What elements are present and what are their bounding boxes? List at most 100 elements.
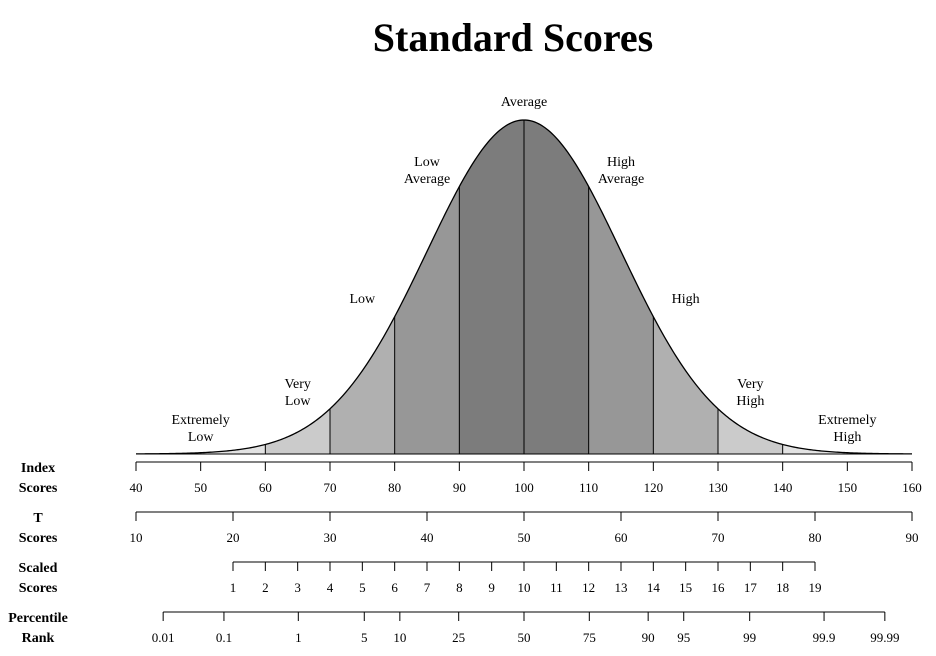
scale-tick-label: 50 [518, 530, 531, 545]
category-label-line: Low [285, 394, 312, 409]
scale-name-line: Index [21, 461, 55, 476]
scale-name: T Scores [19, 511, 58, 546]
scale-tick-label: 10 [130, 530, 143, 545]
scale-t-scores: T Scores 10 20 30 40 50 60 70 80 90 [19, 511, 919, 546]
curve-regions [136, 120, 912, 455]
scale-tick-label: 18 [776, 580, 789, 595]
scale-tick-label: 0.01 [152, 630, 175, 645]
scale-scaled-scores: Scaled Scores 1 2 3 4 5 6 7 8 9 10 11 12 13 14 15 16 17 18 1… [19, 561, 822, 596]
scale-tick-label: 95 [677, 630, 690, 645]
category-label-line: High [607, 155, 635, 170]
scale-tick-label: 9 [488, 580, 495, 595]
scale-name-line: Scores [19, 581, 58, 596]
category-label-line: Very [284, 377, 310, 392]
scale-name-line: Percentile [8, 611, 68, 626]
scale-tick-label: 10 [393, 630, 406, 645]
category-label-low-average: Low Average [404, 155, 450, 187]
scale-tick-label: 60 [615, 530, 628, 545]
curve-outline [135, 119, 913, 455]
scale-tick-label: 10 [518, 580, 531, 595]
scale-name-line: Scores [19, 481, 58, 496]
scale-tick-label: 1 [230, 580, 237, 595]
category-label-line: Low [414, 155, 441, 170]
region-very-high-130 [718, 408, 783, 454]
region-extremely-high-140 [782, 444, 912, 454]
category-label-high: High [672, 292, 700, 307]
category-labels: Extremely Low Very Low Low Low Average Average H… [172, 95, 877, 445]
scale-tick-label: 150 [838, 480, 858, 495]
scale-tick-label: 12 [582, 580, 595, 595]
region-high-average-110 [588, 186, 654, 455]
scale-name-line: T [33, 511, 43, 526]
scale-tick-label: 40 [130, 480, 143, 495]
category-label-line: Very [737, 377, 763, 392]
scale-tick-label: 3 [294, 580, 301, 595]
scale-tick-label: 120 [644, 480, 664, 495]
category-label-line: High [672, 292, 700, 307]
scale-tick-label: 90 [453, 480, 466, 495]
region-extremely-low-40 [136, 444, 266, 454]
scale-tick-label: 19 [809, 580, 822, 595]
scale-tick-label: 70 [712, 530, 725, 545]
category-label-line: Average [501, 95, 547, 110]
category-label-extremely-high: Extremely High [818, 413, 876, 445]
category-label-line: Average [598, 172, 644, 187]
scale-name: Percentile Rank [8, 611, 68, 646]
category-label-average: Average [501, 95, 547, 110]
scale-tick-label: 30 [324, 530, 337, 545]
scale-tick-label: 16 [712, 580, 726, 595]
scale-name-line: Rank [22, 631, 55, 646]
scale-tick-label: 90 [906, 530, 919, 545]
score-scales: Index Scores 40 50 60 70 80 90 100 110 120 130 140 15… [8, 461, 922, 646]
scale-percentile-rank: Percentile Rank 0.01 0.1 1 5 10 25 50 75 90 95 99 99.… [8, 611, 899, 646]
scale-tick-label: 50 [518, 630, 531, 645]
scale-tick-label: 15 [679, 580, 692, 595]
scale-tick-label: 140 [773, 480, 793, 495]
scale-tick-label: 80 [809, 530, 822, 545]
scale-tick-label: 60 [259, 480, 272, 495]
region-boundaries [264, 120, 784, 454]
scale-tick-label: 5 [359, 580, 366, 595]
region-low-average-80 [394, 186, 460, 455]
scale-tick-label: 4 [327, 580, 334, 595]
scale-tick-label: 13 [615, 580, 628, 595]
scale-tick-label: 11 [550, 580, 563, 595]
category-label-line: Low [349, 292, 376, 307]
scale-tick-label: 2 [262, 580, 269, 595]
scale-tick-label: 20 [227, 530, 240, 545]
scale-tick-label: 1 [295, 630, 302, 645]
scale-tick-label: 7 [424, 580, 431, 595]
scale-tick-label: 99.99 [870, 630, 899, 645]
scale-tick-label: 130 [708, 480, 728, 495]
scale-name: Scaled Scores [19, 561, 58, 596]
scale-tick-label: 99 [743, 630, 756, 645]
scale-tick-label: 99.9 [813, 630, 836, 645]
scale-tick-label: 50 [194, 480, 207, 495]
scale-tick-label: 14 [647, 580, 661, 595]
scale-tick-label: 70 [324, 480, 337, 495]
scale-name: Index Scores [19, 461, 58, 496]
category-label-extremely-low: Extremely Low [172, 413, 230, 445]
category-label-line: High [833, 430, 861, 445]
scale-tick-label: 6 [391, 580, 398, 595]
category-label-very-low: Very Low [284, 377, 311, 409]
category-label-line: Average [404, 172, 450, 187]
region-low-70 [330, 316, 395, 454]
scale-index-scores: Index Scores 40 50 60 70 80 90 100 110 120 130 140 15… [19, 461, 922, 496]
scale-tick-label: 75 [583, 630, 596, 645]
category-label-line: Extremely [818, 413, 876, 428]
chart-title: Standard Scores [372, 15, 654, 60]
region-very-low-60 [265, 408, 330, 454]
scale-tick-label: 100 [514, 480, 534, 495]
scale-tick-label: 8 [456, 580, 463, 595]
category-label-line: Extremely [172, 413, 230, 428]
category-label-very-high: Very High [736, 377, 764, 409]
scale-name-line: Scores [19, 531, 58, 546]
scale-tick-label: 5 [361, 630, 368, 645]
category-label-low: Low [349, 292, 376, 307]
category-label-line: High [736, 394, 764, 409]
scale-name-line: Scaled [19, 561, 58, 576]
scale-tick-label: 17 [744, 580, 758, 595]
region-high-120 [653, 316, 718, 454]
